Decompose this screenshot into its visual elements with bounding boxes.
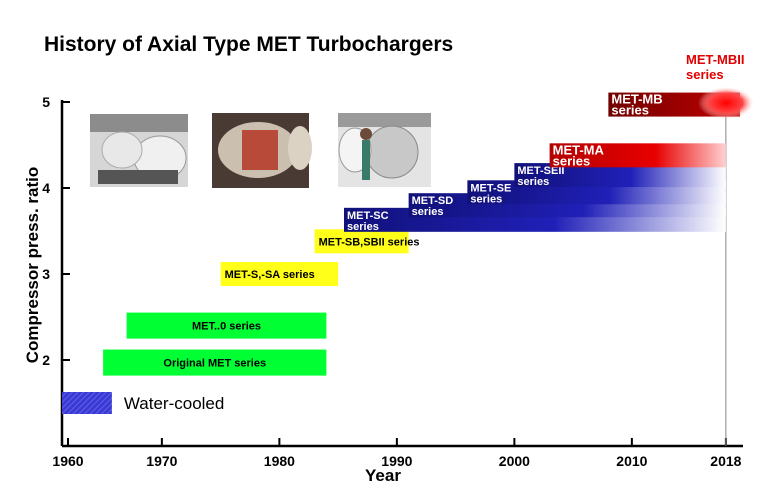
bar — [549, 143, 726, 168]
series-bar-group: MET..0 series — [126, 312, 327, 339]
bar-glow — [698, 87, 754, 119]
bar-label: MET-SEII — [517, 165, 564, 177]
bar-label: MET-SE — [470, 182, 511, 194]
turbocharger-photo-3 — [338, 113, 431, 187]
legend-label: Water-cooled — [124, 394, 224, 413]
turbocharger-photo-2 — [212, 113, 312, 188]
x-tick-label: 1960 — [52, 453, 83, 469]
y-axis-label: Compressor press. ratio — [23, 167, 42, 364]
turbocharger-photo-1 — [90, 114, 188, 187]
bar-label: MET..0 series — [192, 321, 261, 333]
series-bars: Original MET series MET..0 series MET-S,-S… — [103, 52, 754, 376]
bar-label: series — [611, 103, 649, 118]
bar-label: series — [517, 176, 549, 188]
series-bar-group: MET-SB,SBII series — [314, 229, 420, 254]
bar-label: Original MET series — [163, 358, 266, 370]
x-tick-label: 1980 — [264, 453, 295, 469]
x-tick-label: 1990 — [381, 453, 412, 469]
y-tick-label: 3 — [42, 266, 50, 282]
bar-label: MET-SD — [412, 195, 454, 207]
bar — [103, 349, 327, 376]
bar — [314, 229, 409, 254]
series-bar-group: Original MET series — [103, 349, 327, 376]
bar-label: series — [553, 153, 591, 168]
bar — [126, 312, 327, 339]
bar-label: MET-MB — [611, 92, 662, 107]
bar-label: MET-SB,SBII series — [319, 236, 420, 248]
x-axis-label: Year — [365, 466, 401, 485]
bar-label: MET-S,-SA series — [225, 269, 315, 281]
x-tick-label: 2018 — [710, 453, 741, 469]
bar-label: series — [412, 206, 444, 218]
bar-label: MET-MA — [553, 142, 605, 157]
bar-label: MET-SC — [347, 210, 389, 222]
y-tick-label: 2 — [42, 352, 50, 368]
legend-swatch — [62, 392, 112, 414]
y-ticks: 2 3 4 5 — [42, 94, 70, 368]
legend: Water-cooled — [62, 392, 224, 414]
chart-title: History of Axial Type MET Turbochargers — [44, 33, 453, 56]
series-bar-group: MET-S,-SA series — [220, 262, 339, 286]
x-ticks: 1960 1970 1980 1990 2000 2010 2018 — [52, 95, 742, 469]
bar — [220, 262, 339, 286]
bar-label: series — [470, 193, 502, 205]
y-tick-label: 5 — [42, 94, 50, 110]
bar-label: series — [686, 67, 724, 82]
bar-label: MET-MBII — [686, 52, 745, 67]
x-tick-label: 1970 — [146, 453, 177, 469]
y-tick-label: 4 — [42, 180, 50, 196]
x-tick-label: 2010 — [616, 453, 647, 469]
x-tick-label: 2000 — [499, 453, 530, 469]
bar-label: series — [347, 221, 379, 233]
